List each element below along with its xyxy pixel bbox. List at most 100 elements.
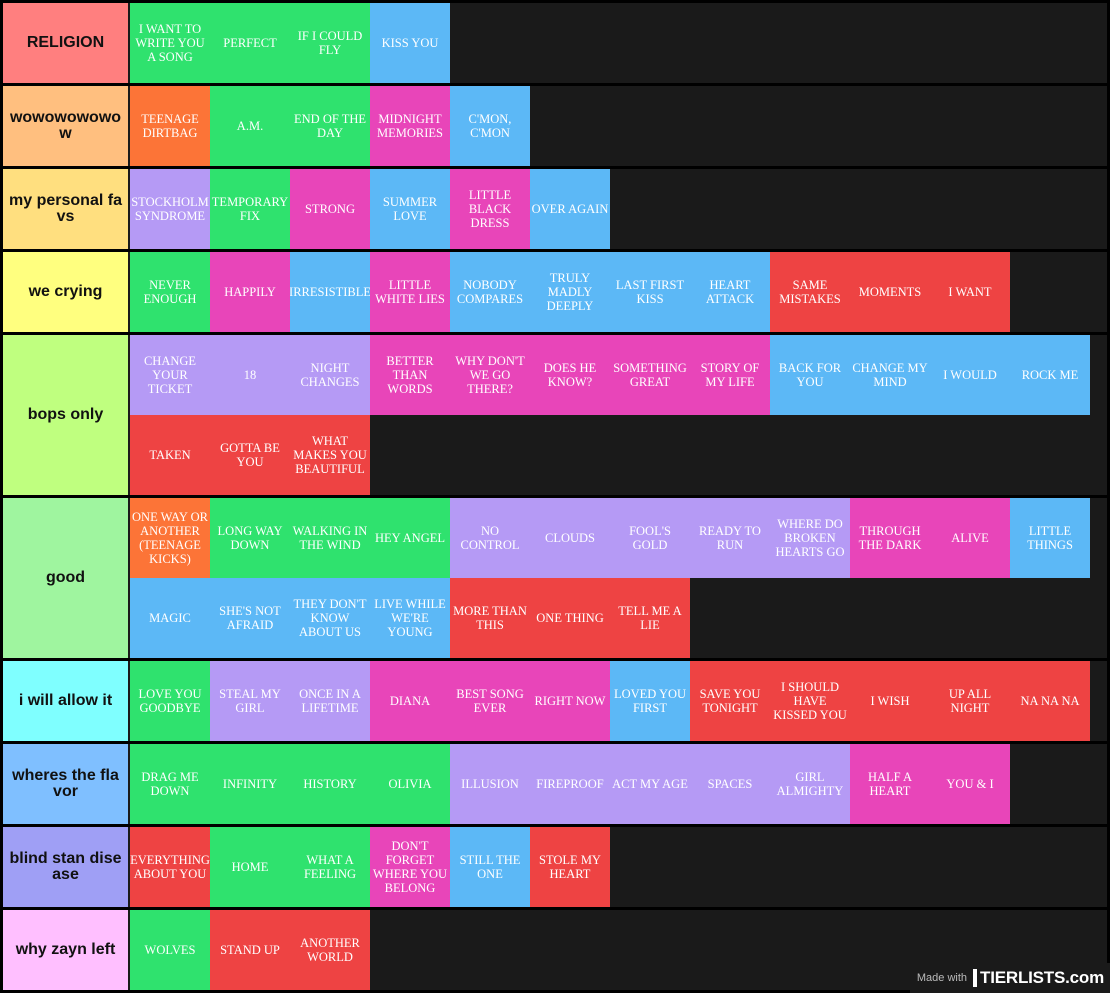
tier-item-tile[interactable]: HALF A HEART bbox=[850, 744, 930, 824]
tier-item-tile[interactable]: SHE'S NOT AFRAID bbox=[210, 578, 290, 658]
tier-item-tile[interactable]: WALKING IN THE WIND bbox=[290, 498, 370, 578]
tier-item-tile[interactable]: C'MON, C'MON bbox=[450, 86, 530, 166]
tier-item-tile[interactable]: NEVER ENOUGH bbox=[130, 252, 210, 332]
tier-item-tile[interactable]: I WISH bbox=[850, 661, 930, 741]
tier-item-tile[interactable]: PERFECT bbox=[210, 3, 290, 83]
tier-label[interactable]: blind stan disease bbox=[3, 827, 128, 907]
tier-item-tile[interactable]: HEY ANGEL bbox=[370, 498, 450, 578]
tier-label[interactable]: wheres the flavor bbox=[3, 744, 128, 824]
tier-item-tile[interactable]: ONE WAY OR ANOTHER (TEENAGE KICKS) bbox=[130, 498, 210, 578]
tier-item-tile[interactable]: GIRL ALMIGHTY bbox=[770, 744, 850, 824]
tier-item-tile[interactable]: DOES HE KNOW? bbox=[530, 335, 610, 415]
tier-item-tile[interactable]: TEENAGE DIRTBAG bbox=[130, 86, 210, 166]
tier-label[interactable]: RELIGION bbox=[3, 3, 128, 83]
tier-item-tile[interactable]: CHANGE MY MIND bbox=[850, 335, 930, 415]
tier-item-tile[interactable]: LITTLE THINGS bbox=[1010, 498, 1090, 578]
tier-item-tile[interactable]: I SHOULD HAVE KISSED YOU bbox=[770, 661, 850, 741]
tier-item-tile[interactable]: TAKEN bbox=[130, 415, 210, 495]
tier-item-tile[interactable]: FIREPROOF bbox=[530, 744, 610, 824]
tier-item-tile[interactable]: BACK FOR YOU bbox=[770, 335, 850, 415]
tier-item-tile[interactable]: STAND UP bbox=[210, 910, 290, 990]
tier-item-tile[interactable]: STILL THE ONE bbox=[450, 827, 530, 907]
tier-item-tile[interactable]: STRONG bbox=[290, 169, 370, 249]
tier-item-tile[interactable]: LITTLE WHITE LIES bbox=[370, 252, 450, 332]
tier-item-tile[interactable]: LIVE WHILE WE'RE YOUNG bbox=[370, 578, 450, 658]
tier-item-tile[interactable]: STOLE MY HEART bbox=[530, 827, 610, 907]
tier-item-tile[interactable]: MIDNIGHT MEMORIES bbox=[370, 86, 450, 166]
tier-label[interactable]: why zayn left bbox=[3, 910, 128, 990]
tier-item-tile[interactable]: LONG WAY DOWN bbox=[210, 498, 290, 578]
tier-label[interactable]: wowowowowow bbox=[3, 86, 128, 166]
tier-item-tile[interactable]: I WANT bbox=[930, 252, 1010, 332]
tier-item-tile[interactable]: TEMPORARY FIX bbox=[210, 169, 290, 249]
tier-item-tile[interactable]: YOU & I bbox=[930, 744, 1010, 824]
tier-item-tile[interactable]: MOMENTS bbox=[850, 252, 930, 332]
tier-label[interactable]: bops only bbox=[3, 335, 128, 495]
tier-item-tile[interactable]: TRULY MADLY DEEPLY bbox=[530, 252, 610, 332]
tier-label[interactable]: i will allow it bbox=[3, 661, 128, 741]
tier-item-tile[interactable]: A.M. bbox=[210, 86, 290, 166]
tier-item-tile[interactable]: ONCE IN A LIFETIME bbox=[290, 661, 370, 741]
tier-item-tile[interactable]: IF I COULD FLY bbox=[290, 3, 370, 83]
tier-item-tile[interactable]: ONE THING bbox=[530, 578, 610, 658]
tier-item-tile[interactable]: LAST FIRST KISS bbox=[610, 252, 690, 332]
tier-item-tile[interactable]: WHERE DO BROKEN HEARTS GO bbox=[770, 498, 850, 578]
tier-item-tile[interactable]: I WOULD bbox=[930, 335, 1010, 415]
tier-item-tile[interactable]: SOMETHING GREAT bbox=[610, 335, 690, 415]
tier-item-tile[interactable]: CHANGE YOUR TICKET bbox=[130, 335, 210, 415]
tier-item-tile[interactable]: NO CONTROL bbox=[450, 498, 530, 578]
tier-item-tile[interactable]: FOOL'S GOLD bbox=[610, 498, 690, 578]
tier-item-tile[interactable]: WHAT MAKES YOU BEAUTIFUL bbox=[290, 415, 370, 495]
tier-item-tile[interactable]: I WANT TO WRITE YOU A SONG bbox=[130, 3, 210, 83]
tier-item-tile[interactable]: WHY DON'T WE GO THERE? bbox=[450, 335, 530, 415]
tier-label[interactable]: we crying bbox=[3, 252, 128, 332]
tier-item-tile[interactable]: LITTLE BLACK DRESS bbox=[450, 169, 530, 249]
tier-item-tile[interactable]: SAVE YOU TONIGHT bbox=[690, 661, 770, 741]
tier-item-tile[interactable]: ANOTHER WORLD bbox=[290, 910, 370, 990]
tier-item-tile[interactable]: ALIVE bbox=[930, 498, 1010, 578]
tier-item-tile[interactable]: DIANA bbox=[370, 661, 450, 741]
tier-item-tile[interactable]: GOTTA BE YOU bbox=[210, 415, 290, 495]
tier-item-tile[interactable]: HISTORY bbox=[290, 744, 370, 824]
tier-item-tile[interactable]: BETTER THAN WORDS bbox=[370, 335, 450, 415]
tier-item-tile[interactable]: SPACES bbox=[690, 744, 770, 824]
tier-item-tile[interactable]: OLIVIA bbox=[370, 744, 450, 824]
tier-item-tile[interactable]: ACT MY AGE bbox=[610, 744, 690, 824]
tier-item-tile[interactable]: WHAT A FEELING bbox=[290, 827, 370, 907]
tier-item-tile[interactable]: LOVE YOU GOODBYE bbox=[130, 661, 210, 741]
tier-item-tile[interactable]: CLOUDS bbox=[530, 498, 610, 578]
tier-label[interactable]: good bbox=[3, 498, 128, 658]
tier-item-tile[interactable]: UP ALL NIGHT bbox=[930, 661, 1010, 741]
tier-item-tile[interactable]: DRAG ME DOWN bbox=[130, 744, 210, 824]
tier-item-tile[interactable]: THEY DON'T KNOW ABOUT US bbox=[290, 578, 370, 658]
tier-item-tile[interactable]: HEART ATTACK bbox=[690, 252, 770, 332]
tier-item-tile[interactable]: TELL ME A LIE bbox=[610, 578, 690, 658]
tier-label[interactable]: my personal favs bbox=[3, 169, 128, 249]
tier-item-tile[interactable]: OVER AGAIN bbox=[530, 169, 610, 249]
tier-item-tile[interactable]: NIGHT CHANGES bbox=[290, 335, 370, 415]
tier-item-tile[interactable]: STOCKHOLM SYNDROME bbox=[130, 169, 210, 249]
tier-item-tile[interactable]: MORE THAN THIS bbox=[450, 578, 530, 658]
tier-item-tile[interactable]: HAPPILY bbox=[210, 252, 290, 332]
tier-item-tile[interactable]: ILLUSION bbox=[450, 744, 530, 824]
tier-item-tile[interactable]: DON'T FORGET WHERE YOU BELONG bbox=[370, 827, 450, 907]
tier-item-tile[interactable]: HOME bbox=[210, 827, 290, 907]
tier-item-tile[interactable]: NOBODY COMPARES bbox=[450, 252, 530, 332]
tier-item-tile[interactable]: WOLVES bbox=[130, 910, 210, 990]
tier-item-tile[interactable]: SAME MISTAKES bbox=[770, 252, 850, 332]
tier-item-tile[interactable]: THROUGH THE DARK bbox=[850, 498, 930, 578]
tier-item-tile[interactable]: RIGHT NOW bbox=[530, 661, 610, 741]
tier-item-tile[interactable]: LOVED YOU FIRST bbox=[610, 661, 690, 741]
tier-item-tile[interactable]: BEST SONG EVER bbox=[450, 661, 530, 741]
tier-item-tile[interactable]: ROCK ME bbox=[1010, 335, 1090, 415]
tier-item-tile[interactable]: EVERYTHING ABOUT YOU bbox=[130, 827, 210, 907]
tier-item-tile[interactable]: INFINITY bbox=[210, 744, 290, 824]
tier-item-tile[interactable]: READY TO RUN bbox=[690, 498, 770, 578]
tier-item-tile[interactable]: NA NA NA bbox=[1010, 661, 1090, 741]
tier-item-tile[interactable]: IRRESISTIBLE bbox=[290, 252, 370, 332]
tier-item-tile[interactable]: KISS YOU bbox=[370, 3, 450, 83]
tier-item-tile[interactable]: MAGIC bbox=[130, 578, 210, 658]
tier-item-tile[interactable]: END OF THE DAY bbox=[290, 86, 370, 166]
tier-item-tile[interactable]: 18 bbox=[210, 335, 290, 415]
tier-item-tile[interactable]: STEAL MY GIRL bbox=[210, 661, 290, 741]
